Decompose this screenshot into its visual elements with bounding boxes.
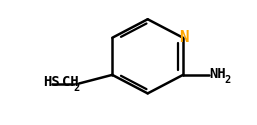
Text: NH: NH <box>209 67 226 81</box>
Text: HS: HS <box>43 75 60 89</box>
Text: 2: 2 <box>74 84 80 94</box>
Text: CH: CH <box>62 75 78 89</box>
Text: 2: 2 <box>224 75 230 85</box>
Text: N: N <box>180 30 189 45</box>
